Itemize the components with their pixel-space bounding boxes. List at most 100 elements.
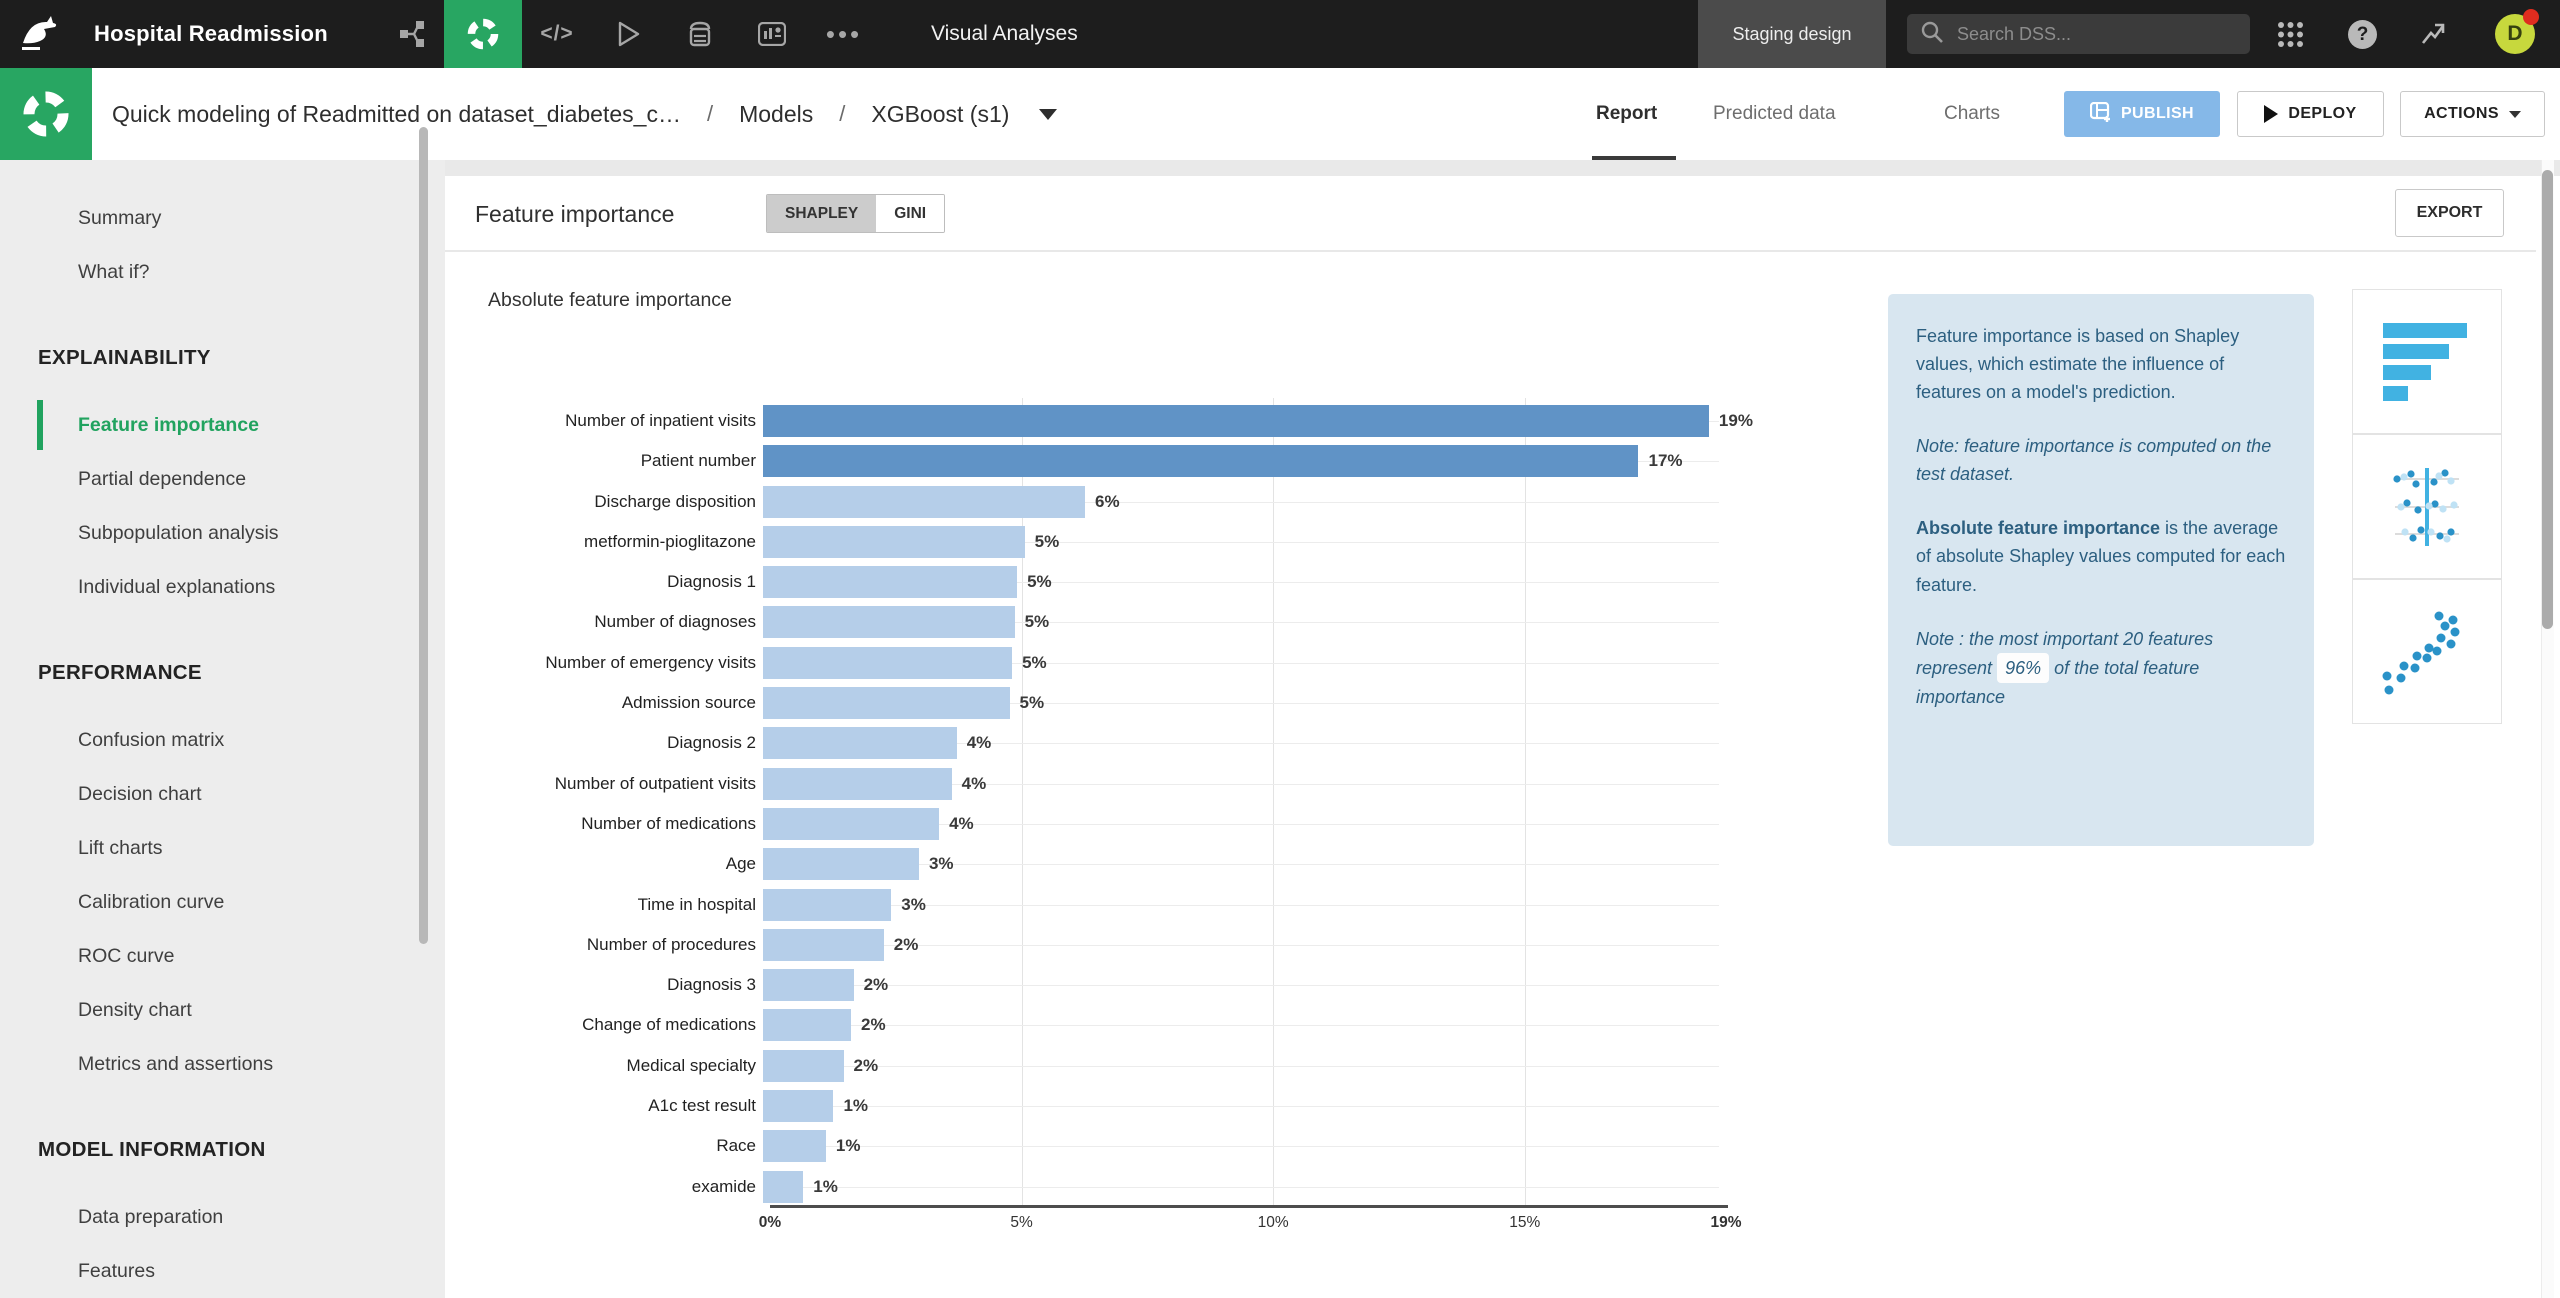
row-gridline [763,985,1719,987]
importance-value: 5% [1024,612,1050,632]
importance-value: 6% [1095,491,1120,511]
feature-label: examide [691,1176,756,1196]
apps-grid-icon[interactable] [2268,0,2312,68]
chart-row-discharge-disposition: Discharge disposition 6% [445,482,1745,522]
chart-row-number-of-diagnoses: Number of diagnoses 5% [445,602,1745,642]
x-axis-line [770,1205,1728,1208]
chart-row-diagnosis-3: Diagnosis 3 2% [445,965,1745,1005]
feature-label: Patient number [640,451,756,471]
tab-report[interactable]: Report [1596,103,1658,124]
importance-bar [763,646,1013,679]
avatar[interactable]: D [2495,9,2539,54]
importance-value: 5% [1027,572,1052,592]
importance-value: 19% [1718,411,1753,430]
row-gridline [763,582,1719,584]
actions-button[interactable]: ACTIONS [2400,91,2545,137]
beeswarm-icon [2393,467,2459,546]
sidebar-item-feature-importance[interactable]: Feature importance [0,398,445,452]
help-icon[interactable]: ? [2348,20,2377,49]
chart-row-examide: examide 1% [445,1167,1745,1207]
breadcrumb-separator: / [706,101,714,126]
tab-predicted-data[interactable]: Predicted data [1713,103,1836,124]
importance-value: 5% [1022,652,1047,672]
deploy-button[interactable]: DEPLOY [2237,91,2384,137]
sidebar-scrollbar[interactable] [419,127,428,944]
trend-arrow-icon[interactable] [2411,0,2455,68]
publish-button[interactable]: PUBLISH [2064,91,2220,137]
breadcrumb-models-link[interactable]: Models [739,100,814,127]
gridline-15 [1524,398,1526,1207]
sidebar-item-features[interactable]: Features [78,1259,155,1282]
shapley-beeswarm-thumbnail[interactable] [2352,434,2502,579]
explanation-note: of the total feature importance [1916,657,2200,707]
sidebar-item-individual-explanations[interactable]: Individual explanations [78,575,276,598]
importance-value: 1% [835,1136,861,1156]
env-staging-design-button[interactable]: Staging design [1698,0,1886,68]
breadcrumb-analysis-title[interactable]: Quick modeling of Readmitted on dataset_… [112,100,681,127]
top-navbar: Hospital Readmission </> [0,0,2560,68]
feature-importance-panel: Feature importance SHAPLEY GINI EXPORT A… [445,176,2536,1298]
importance-value: 17% [1648,451,1683,471]
feature-label: Number of medications [581,813,756,833]
importance-bar [763,606,1015,639]
more-apps-icon[interactable]: ••• [825,18,863,49]
sidebar-item-roc-curve[interactable]: ROC curve [78,944,175,967]
row-gridline [763,1065,1719,1067]
catalog-stack-icon[interactable] [678,0,722,68]
breadcrumb: Quick modeling of Readmitted on dataset_… [112,68,1058,160]
breadcrumb-model-version[interactable]: XGBoost (s1) [871,100,1010,127]
feature-label: Number of diagnoses [594,612,756,632]
importance-bar [763,1170,804,1203]
sidebar-item-confusion-matrix[interactable]: Confusion matrix [78,728,225,751]
importance-bar [763,566,1018,599]
row-gridline [763,864,1719,866]
search-input[interactable] [1955,22,2215,46]
sidebar-item-decision-chart[interactable]: Decision chart [78,782,202,805]
sidebar-item-data-preparation[interactable]: Data preparation [78,1205,224,1228]
visual-analyses-active-icon[interactable] [444,0,522,68]
sidebar-item-summary[interactable]: Summary [78,206,162,229]
panel-title: Feature importance [475,200,675,227]
dashboards-icon[interactable] [750,0,794,68]
chart-row-number-of-inpatient-visits: Number of inpatient visits 19% [445,401,1753,441]
project-name[interactable]: Hospital Readmission [94,21,328,46]
chart-row-diagnosis-2: Diagnosis 2 4% [445,723,1745,763]
analysis-lab-icon[interactable] [0,68,92,160]
dataiku-bird-logo-icon[interactable] [18,12,64,56]
chart-row-change-of-medications: Change of medications 2% [445,1005,1745,1045]
model-dropdown-caret-icon[interactable] [1039,108,1058,120]
row-gridline [763,1146,1719,1148]
sidebar-item-density-chart[interactable]: Density chart [78,998,192,1021]
chart-row-number-of-medications: Number of medications 4% [445,804,1745,844]
main-scrollbar[interactable] [2542,170,2553,629]
publish-label: PUBLISH [2120,105,2195,122]
sidebar-item-calibration-curve[interactable]: Calibration curve [78,890,225,913]
flow-icon[interactable] [391,0,435,68]
sidebar-item-metrics-and-assertions[interactable]: Metrics and assertions [78,1052,274,1075]
code-notebooks-icon[interactable]: </> [540,22,574,45]
importance-method-toggle: SHAPLEY GINI [766,194,946,233]
importance-bar [763,848,919,881]
jobs-play-icon[interactable] [607,0,651,68]
sidebar-item-partial-dependence[interactable]: Partial dependence [78,467,247,490]
importance-bar [763,687,1010,720]
importance-bar [763,405,1709,437]
tab-charts[interactable]: Charts [1944,103,2000,124]
export-button[interactable]: EXPORT [2395,189,2504,237]
global-search[interactable] [1907,14,2250,54]
x-tick-0: 0% [758,1214,782,1231]
toggle-shapley[interactable]: SHAPLEY [767,195,877,232]
sidebar-item-lift-charts[interactable]: Lift charts [78,836,163,859]
bar-chart-thumbnail[interactable] [2352,289,2502,434]
sidebar-item-what-if[interactable]: What if? [78,260,150,283]
sidebar-section-model-information: MODEL INFORMATION [38,1138,266,1161]
search-icon [1921,21,1943,48]
feature-label: Time in hospital [637,894,756,914]
explanation-note: Note: feature importance is computed on … [1916,436,2272,485]
sidebar-item-subpopulation-analysis[interactable]: Subpopulation analysis [78,521,279,544]
importance-bar [763,727,957,760]
scatter-plot-thumbnail[interactable] [2352,579,2502,724]
toggle-gini[interactable]: GINI [876,195,945,232]
content-gap [445,160,2560,176]
